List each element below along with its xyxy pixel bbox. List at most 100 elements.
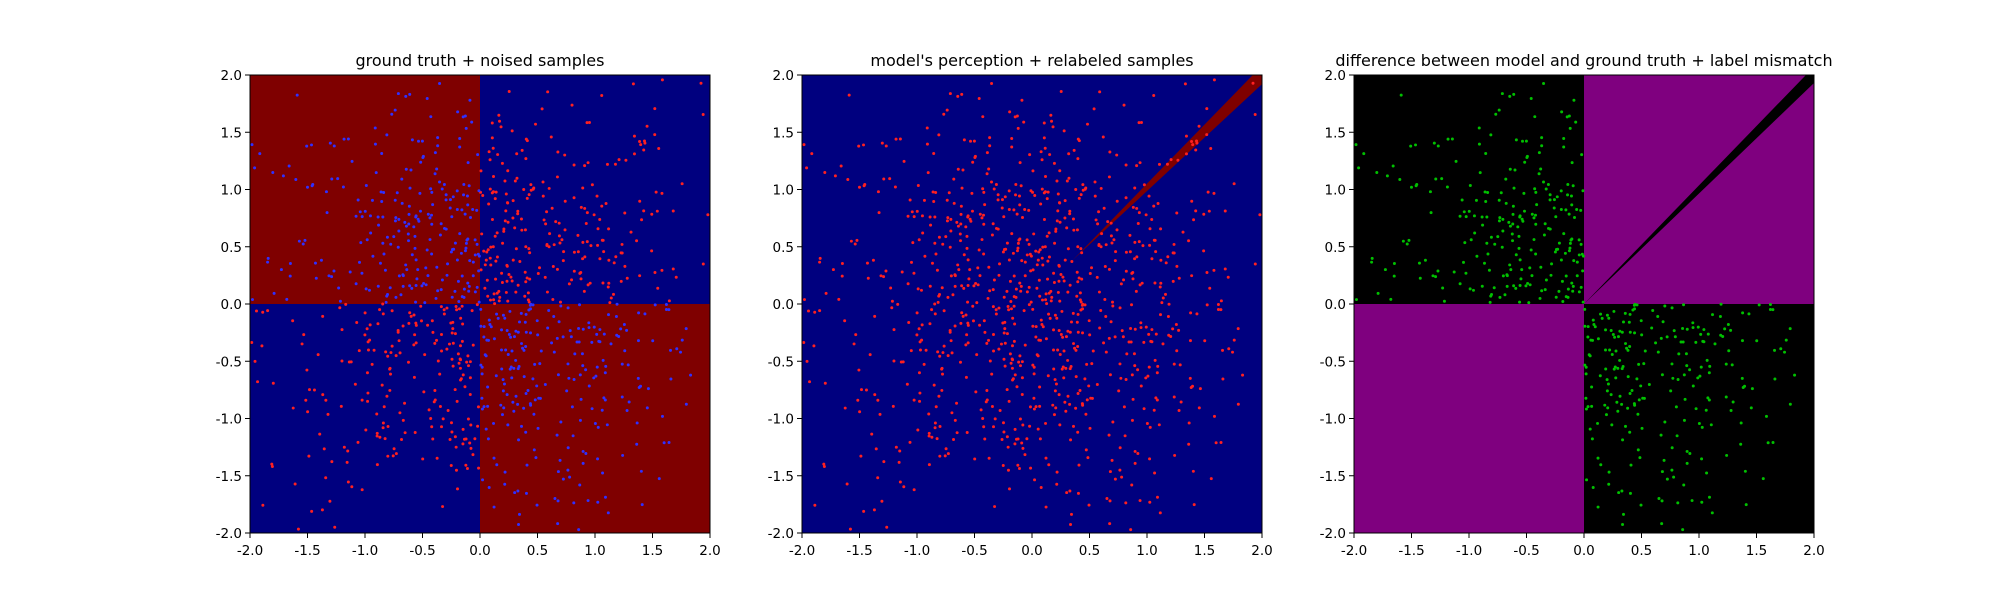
scatter-point (1543, 288, 1547, 292)
scatter-point (1739, 421, 1743, 425)
scatter-point (412, 375, 416, 379)
scatter-point (481, 193, 485, 197)
scatter-point (1672, 329, 1676, 333)
scatter-point (917, 238, 921, 242)
scatter-point (684, 327, 688, 331)
scatter-point (569, 335, 573, 339)
scatter-point (494, 190, 498, 194)
scatter-point (1721, 334, 1725, 338)
scatter-point (1223, 209, 1227, 213)
scatter-point (557, 234, 561, 238)
scatter-point (1511, 212, 1515, 216)
scatter-point (364, 428, 368, 432)
scatter-point (1609, 329, 1613, 333)
scatter-point (942, 344, 946, 348)
scatter-point (302, 333, 306, 337)
scatter-point (1744, 503, 1748, 507)
scatter-point (563, 199, 567, 203)
scatter-point (1639, 384, 1643, 388)
scatter-point (1008, 279, 1012, 283)
scatter-point (912, 271, 916, 275)
scatter-point (1581, 189, 1585, 193)
scatter-point (479, 169, 483, 173)
y-tick-label: 0.5 (1325, 240, 1346, 256)
scatter-point (341, 185, 345, 189)
scatter-point (1067, 152, 1071, 156)
scatter-point (505, 264, 509, 268)
scatter-point (1058, 423, 1062, 427)
scatter-point (436, 136, 440, 140)
scatter-point (507, 90, 511, 93)
scatter-point (404, 224, 408, 228)
x-tick-label: -1.0 (1456, 543, 1482, 559)
scatter-point (1540, 289, 1544, 293)
scatter-point (558, 458, 562, 462)
scatter-point (360, 271, 364, 275)
scatter-point (868, 353, 872, 357)
scatter-point (576, 233, 580, 237)
scatter-point (1392, 274, 1396, 278)
scatter-point (942, 112, 946, 116)
scatter-point (1003, 364, 1007, 368)
scatter-point (912, 398, 916, 402)
scatter-point (270, 464, 274, 468)
scatter-point (1076, 491, 1080, 495)
scatter-point (1000, 438, 1004, 442)
x-tick-label: -0.5 (961, 543, 987, 559)
scatter-point (507, 332, 511, 336)
scatter-point (1136, 221, 1140, 225)
scatter-point (602, 396, 606, 400)
scatter-point (971, 304, 975, 308)
scatter-point (933, 421, 937, 425)
scatter-point (1702, 328, 1706, 332)
scatter-point (1056, 348, 1060, 352)
scatter-point (510, 349, 514, 353)
scatter-point (1436, 269, 1440, 273)
scatter-point (572, 378, 576, 382)
scatter-point (884, 144, 888, 148)
scatter-point (1011, 251, 1015, 255)
scatter-point (359, 241, 363, 245)
scatter-point (531, 187, 535, 191)
scatter-point (500, 280, 504, 284)
scatter-point (1179, 400, 1183, 404)
scatter-point (1032, 372, 1036, 376)
scatter-point (340, 328, 344, 332)
scatter-point (985, 151, 989, 155)
scatter-point (480, 365, 484, 369)
scatter-point (833, 174, 837, 178)
scatter-point (1731, 400, 1735, 404)
scatter-point (425, 96, 429, 100)
scatter-point (1039, 150, 1043, 154)
scatter-point (388, 366, 392, 370)
scatter-point (1484, 152, 1488, 156)
scatter-point (1552, 198, 1556, 202)
scatter-point (1177, 409, 1181, 412)
scatter-point (422, 390, 426, 394)
scatter-point (1726, 323, 1730, 326)
scatter-point (482, 405, 486, 409)
scatter-point (1681, 326, 1685, 330)
scatter-point (645, 406, 649, 410)
scatter-point (1095, 382, 1099, 386)
scatter-point (506, 423, 510, 427)
scatter-point (978, 323, 982, 327)
scatter-point (1480, 215, 1484, 219)
scatter-point (458, 137, 462, 140)
scatter-point (1505, 284, 1509, 288)
scatter-point (906, 282, 910, 286)
scatter-point (638, 274, 642, 278)
scatter-point (1085, 362, 1089, 366)
scatter-point (466, 281, 470, 285)
scatter-point (1587, 353, 1591, 357)
scatter-point (536, 272, 540, 275)
scatter-point (612, 261, 616, 265)
scatter-point (988, 359, 992, 363)
scatter-point (990, 180, 994, 184)
scatter-point (959, 239, 963, 243)
scatter-point (514, 358, 518, 362)
scatter-point (862, 509, 866, 513)
scatter-point (518, 260, 522, 264)
scatter-point (1626, 375, 1630, 379)
scatter-point (1612, 367, 1616, 371)
